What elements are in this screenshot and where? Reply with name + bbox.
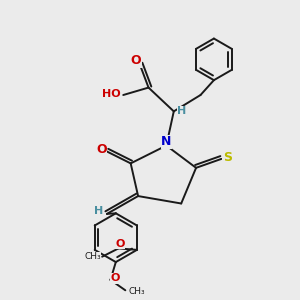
Text: H: H [177, 106, 186, 116]
Text: O: O [110, 273, 120, 284]
Text: O: O [131, 54, 141, 67]
Text: N: N [161, 136, 172, 148]
Text: S: S [223, 151, 232, 164]
Text: HO: HO [102, 88, 120, 98]
Text: CH₃: CH₃ [129, 287, 146, 296]
Text: O: O [96, 143, 107, 156]
Text: O: O [115, 239, 125, 249]
Text: CH₃: CH₃ [84, 252, 101, 261]
Text: H: H [94, 206, 104, 216]
